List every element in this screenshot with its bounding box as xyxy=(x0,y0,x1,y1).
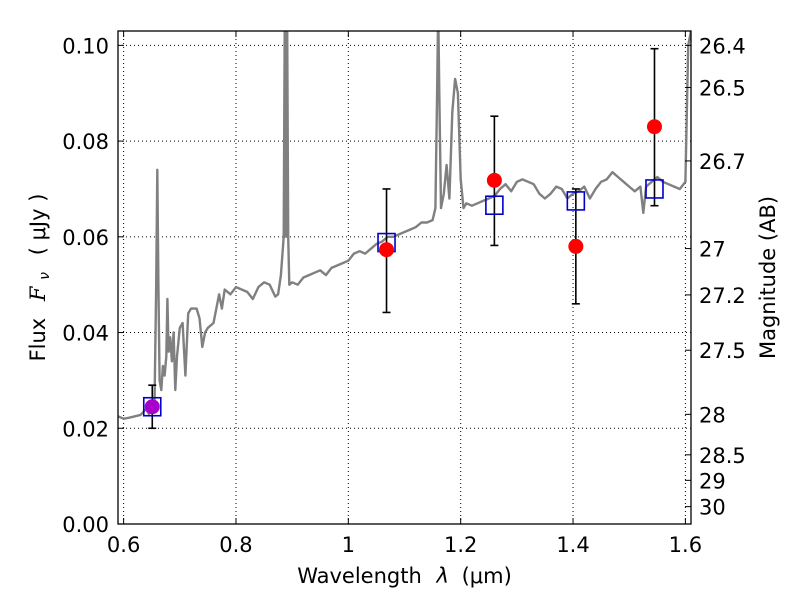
model-square-3 xyxy=(566,191,586,211)
y-tick-label-4: 0.08 xyxy=(62,130,109,154)
observed-point-1 xyxy=(379,242,395,258)
x-tick-label-2: 1 xyxy=(342,533,355,557)
spectrum-line xyxy=(118,31,691,420)
x-tick-label-1: 0.8 xyxy=(219,533,252,557)
model-square-2 xyxy=(485,195,504,216)
model-squares xyxy=(142,179,664,417)
model-square-0 xyxy=(142,396,162,417)
mag-tick-label-8: 29 xyxy=(699,469,726,493)
x-tick-label-3: 1.2 xyxy=(444,533,477,557)
y-tick-label-3: 0.06 xyxy=(62,226,109,250)
mag-tick-label-0: 26.4 xyxy=(699,34,746,58)
mag-tick-label-2: 26.7 xyxy=(699,150,746,174)
model-square-4 xyxy=(645,179,664,199)
observed-point-2 xyxy=(486,172,502,188)
y-tick-label-1: 0.02 xyxy=(62,417,109,441)
x-axis-label: Wavelength xyxy=(297,564,422,588)
mag-tick-label-5: 27.5 xyxy=(699,339,746,363)
magnitude-axis-title: Magnitude (AB) xyxy=(756,196,780,359)
mag-tick-label-4: 27.2 xyxy=(699,284,746,308)
x-tick-label-4: 1.4 xyxy=(556,533,589,557)
observed-point-3 xyxy=(568,238,584,254)
plot-frame xyxy=(117,30,692,525)
errorbars xyxy=(148,47,659,430)
y-axis-subscript: ν xyxy=(37,272,53,280)
x-axis-unit: (μm) xyxy=(462,564,512,588)
spectrum-layer xyxy=(118,31,691,420)
x-tick-label-5: 1.6 xyxy=(669,533,702,557)
y-axis-title: Flux F ν ( μJy ) xyxy=(26,194,54,362)
grid xyxy=(118,31,691,524)
x-axis-symbol: λ xyxy=(435,564,448,588)
x-tick-label-0: 0.6 xyxy=(107,533,140,557)
x-axis-title: Wavelength λ (μm) xyxy=(297,564,512,588)
observed-point-0 xyxy=(144,399,160,415)
y-tick-label-5: 0.10 xyxy=(62,34,109,58)
y-tick-label-0: 0.00 xyxy=(62,513,109,537)
mag-tick-label-9: 30 xyxy=(699,496,726,520)
mag-tick-label-6: 28 xyxy=(699,403,726,427)
mag-tick-label-7: 28.5 xyxy=(699,444,746,468)
mag-tick-label-1: 26.5 xyxy=(699,76,746,100)
y-axis-label: Flux xyxy=(26,318,50,362)
y-axis-unit: ( μJy ) xyxy=(26,194,50,256)
y-axis-symbol: F xyxy=(26,285,50,302)
observed-points xyxy=(144,119,662,415)
y-tick-label-2: 0.04 xyxy=(62,322,109,346)
observed-point-4 xyxy=(646,119,662,135)
axis-ticks: 0.6 0.8 1 1.2 1.4 1.6 0.00 0.02 0.04 0.06 0.08 0.10… xyxy=(62,31,746,557)
mag-tick-label-3: 27 xyxy=(699,238,726,262)
